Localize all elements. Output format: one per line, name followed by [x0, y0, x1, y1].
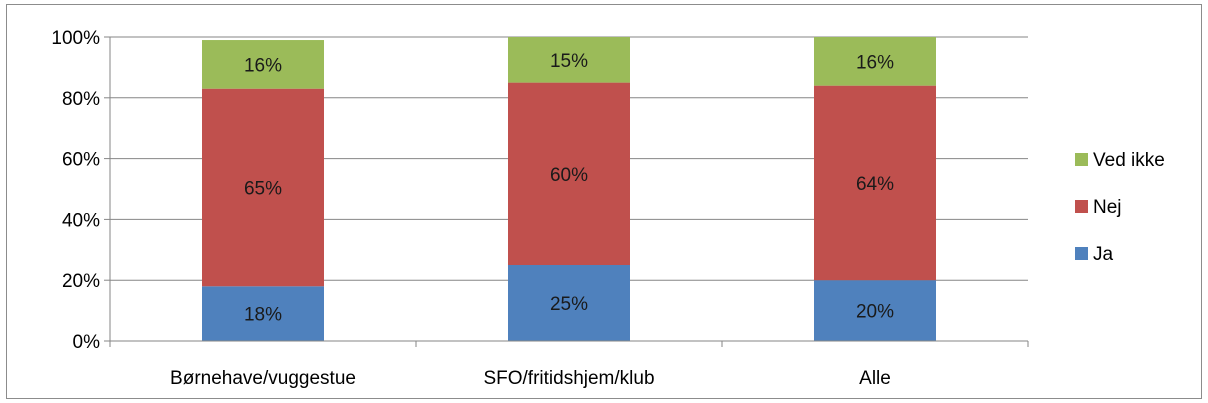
bar-segment[interactable] — [508, 37, 630, 83]
bar-segment[interactable] — [508, 82, 630, 265]
data-label: 16% — [244, 55, 282, 76]
legend-swatch — [1075, 247, 1088, 260]
bar-segment[interactable] — [508, 265, 630, 341]
data-label: 64% — [856, 174, 894, 195]
data-label: 65% — [244, 178, 282, 199]
y-tick-label: 100% — [51, 28, 100, 49]
y-tick-label: 0% — [73, 332, 101, 353]
y-tick-label: 40% — [62, 210, 100, 231]
data-label: 16% — [856, 52, 894, 73]
data-label: 20% — [856, 302, 894, 323]
data-label: 25% — [550, 294, 588, 315]
y-tick-label: 80% — [62, 89, 100, 110]
y-tick-label: 60% — [62, 150, 100, 171]
x-tick-label: SFO/fritidshjem/klub — [483, 368, 654, 389]
legend-label: Ved ikke — [1093, 150, 1165, 171]
legend-swatch — [1075, 153, 1088, 166]
y-tick-label: 20% — [62, 271, 100, 292]
bar-segment[interactable] — [814, 37, 936, 86]
legend-label: Ja — [1093, 244, 1114, 265]
bar-segment[interactable] — [814, 85, 936, 281]
bar-segment[interactable] — [814, 280, 936, 341]
bar-segment[interactable] — [202, 88, 324, 287]
legend-swatch — [1075, 200, 1088, 213]
bar-segment[interactable] — [202, 40, 324, 89]
legend-label: Nej — [1093, 197, 1122, 218]
x-tick-label: Børnehave/vuggestue — [170, 368, 356, 389]
data-label: 18% — [244, 305, 282, 326]
data-label: 60% — [550, 165, 588, 186]
bar-segment[interactable] — [202, 286, 324, 341]
x-tick-label: Alle — [859, 368, 891, 389]
data-label: 15% — [550, 51, 588, 72]
